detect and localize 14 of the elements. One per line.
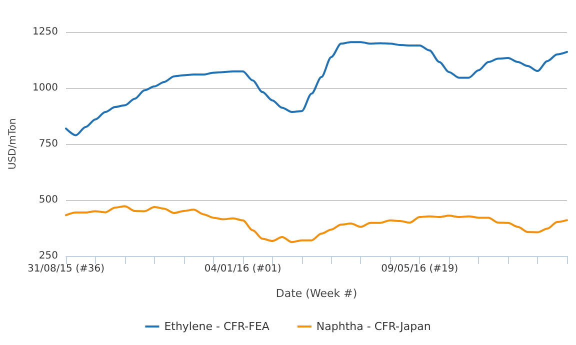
x-tick-label: 04/01/16 (#01) xyxy=(204,264,282,274)
line-series xyxy=(65,41,568,136)
legend-label: Naphtha - CFR-Japan xyxy=(316,320,431,333)
y-tick-label: 250 xyxy=(38,250,58,262)
line-series xyxy=(65,205,568,244)
y-tick-label: 1000 xyxy=(32,82,58,94)
x-axis-title: Date (Week #) xyxy=(276,287,358,300)
y-tick-label: 500 xyxy=(38,194,58,206)
y-tick-label: 1250 xyxy=(32,26,58,38)
legend-label: Ethylene - CFR-FEA xyxy=(164,320,270,333)
x-tick-label: 09/05/16 (#19) xyxy=(381,264,458,274)
y-axis-title: USD/mTon xyxy=(8,118,18,170)
x-tick-label: 31/08/15 (#36) xyxy=(28,264,105,274)
y-tick-label: 750 xyxy=(38,138,58,150)
